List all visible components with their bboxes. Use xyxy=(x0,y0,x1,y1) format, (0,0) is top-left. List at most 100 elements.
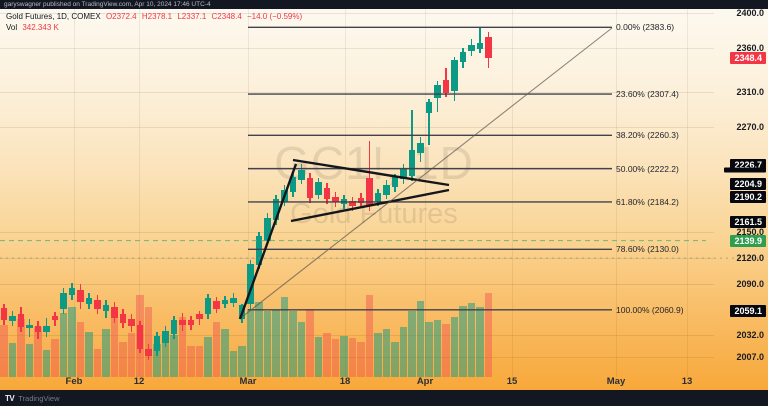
candle[interactable] xyxy=(298,169,305,181)
legend-close: C2348.4 xyxy=(211,12,242,21)
candle[interactable] xyxy=(383,184,390,196)
volume-bar xyxy=(127,333,136,377)
candle[interactable] xyxy=(459,51,467,62)
candle[interactable] xyxy=(85,298,93,304)
candle[interactable] xyxy=(77,289,84,302)
volume-bar xyxy=(93,349,102,377)
volume-bar xyxy=(0,325,8,377)
price-axis-label: 2120.0 xyxy=(736,253,764,264)
price-axis-label: 2150.0 xyxy=(736,226,764,237)
volume-bar xyxy=(161,341,170,377)
candle[interactable] xyxy=(451,60,458,91)
candle[interactable] xyxy=(128,319,135,327)
candle[interactable] xyxy=(17,314,25,328)
candle[interactable] xyxy=(111,307,118,318)
volume-bar xyxy=(238,346,246,377)
volume-bar xyxy=(212,322,221,377)
volume-bar xyxy=(365,295,374,377)
candle[interactable] xyxy=(442,80,450,93)
volume-bar xyxy=(297,322,306,377)
price-badge: 2059.1 xyxy=(730,305,766,318)
volume-bar xyxy=(433,320,442,377)
volume-bar xyxy=(204,337,212,377)
candle[interactable] xyxy=(94,300,101,309)
candle[interactable] xyxy=(357,197,365,203)
symbol-legend[interactable]: Gold Futures, 1D, COMEX O2372.4 H2378.1 … xyxy=(6,12,302,21)
candle[interactable] xyxy=(196,314,203,320)
candle[interactable] xyxy=(323,188,331,199)
candle[interactable] xyxy=(162,330,169,343)
candle[interactable] xyxy=(213,301,220,309)
candle[interactable] xyxy=(400,168,407,180)
candle[interactable] xyxy=(468,45,475,52)
volume-bar xyxy=(340,336,348,377)
vertical-gridline xyxy=(345,9,346,377)
legend-symbol[interactable]: Gold Futures, 1D, COMEX xyxy=(6,12,101,21)
candle[interactable] xyxy=(153,336,161,351)
candle[interactable] xyxy=(340,199,348,204)
candle[interactable] xyxy=(272,199,280,221)
candle[interactable] xyxy=(102,305,110,311)
candle[interactable] xyxy=(264,217,271,241)
candle[interactable] xyxy=(476,42,484,49)
candle[interactable] xyxy=(145,349,152,357)
horizontal-gridline xyxy=(0,357,714,358)
candle[interactable] xyxy=(332,196,339,203)
fib-level-label: 0.00% (2383.6) xyxy=(616,22,675,33)
time-axis-label: Feb xyxy=(65,376,83,387)
candle[interactable] xyxy=(238,305,246,320)
candle[interactable] xyxy=(119,314,127,323)
legend-change: −14.0 (−0.59%) xyxy=(247,12,303,21)
candle[interactable] xyxy=(170,320,178,335)
price-axis-label: 2310.0 xyxy=(736,86,764,97)
candle[interactable] xyxy=(408,150,416,176)
tradingview-footer: TV TradingView xyxy=(0,390,768,406)
candle[interactable] xyxy=(366,177,373,206)
candle[interactable] xyxy=(187,320,195,326)
candle[interactable] xyxy=(349,201,356,206)
candle[interactable] xyxy=(60,293,67,309)
volume-bar xyxy=(178,317,187,377)
candle[interactable] xyxy=(391,176,399,188)
candle[interactable] xyxy=(485,37,492,59)
candle[interactable] xyxy=(281,189,288,203)
candle[interactable] xyxy=(51,315,59,321)
vertical-gridline xyxy=(512,9,513,377)
volume-bar xyxy=(289,311,297,377)
candle[interactable] xyxy=(247,264,254,305)
candle[interactable] xyxy=(434,84,441,98)
candle[interactable] xyxy=(204,298,212,315)
candle[interactable] xyxy=(0,308,8,321)
candle[interactable] xyxy=(136,324,144,350)
volume-bar xyxy=(51,339,59,377)
candle[interactable] xyxy=(306,177,314,198)
candle[interactable] xyxy=(315,181,322,195)
candle[interactable] xyxy=(417,142,424,153)
tradingview-logo-icon[interactable]: TV xyxy=(5,393,15,403)
volume-bar xyxy=(229,351,238,377)
volume-bar xyxy=(484,293,493,377)
tradingview-brand-text[interactable]: TradingView xyxy=(18,393,60,403)
candle[interactable] xyxy=(26,324,33,329)
volume-bar xyxy=(374,333,382,377)
candle[interactable] xyxy=(43,326,50,332)
candle[interactable] xyxy=(255,236,263,266)
volume-bar xyxy=(221,329,229,377)
candle[interactable] xyxy=(425,102,433,113)
candle[interactable] xyxy=(289,176,297,193)
candle-wick xyxy=(479,27,481,54)
time-axis-label: 13 xyxy=(681,376,693,387)
volume-bar xyxy=(42,350,51,377)
volume-legend[interactable]: Vol 342.343 K xyxy=(6,23,59,32)
volume-bar xyxy=(76,322,85,377)
candle[interactable] xyxy=(221,300,229,304)
candle[interactable] xyxy=(179,320,186,325)
candle[interactable] xyxy=(230,297,237,303)
candle[interactable] xyxy=(374,193,382,203)
candle[interactable] xyxy=(34,326,42,332)
candle[interactable] xyxy=(9,315,16,322)
candle[interactable] xyxy=(68,287,76,295)
fib-level-label: 61.80% (2184.2) xyxy=(616,196,679,207)
volume-bar xyxy=(68,307,76,377)
volume-bar xyxy=(459,306,467,377)
